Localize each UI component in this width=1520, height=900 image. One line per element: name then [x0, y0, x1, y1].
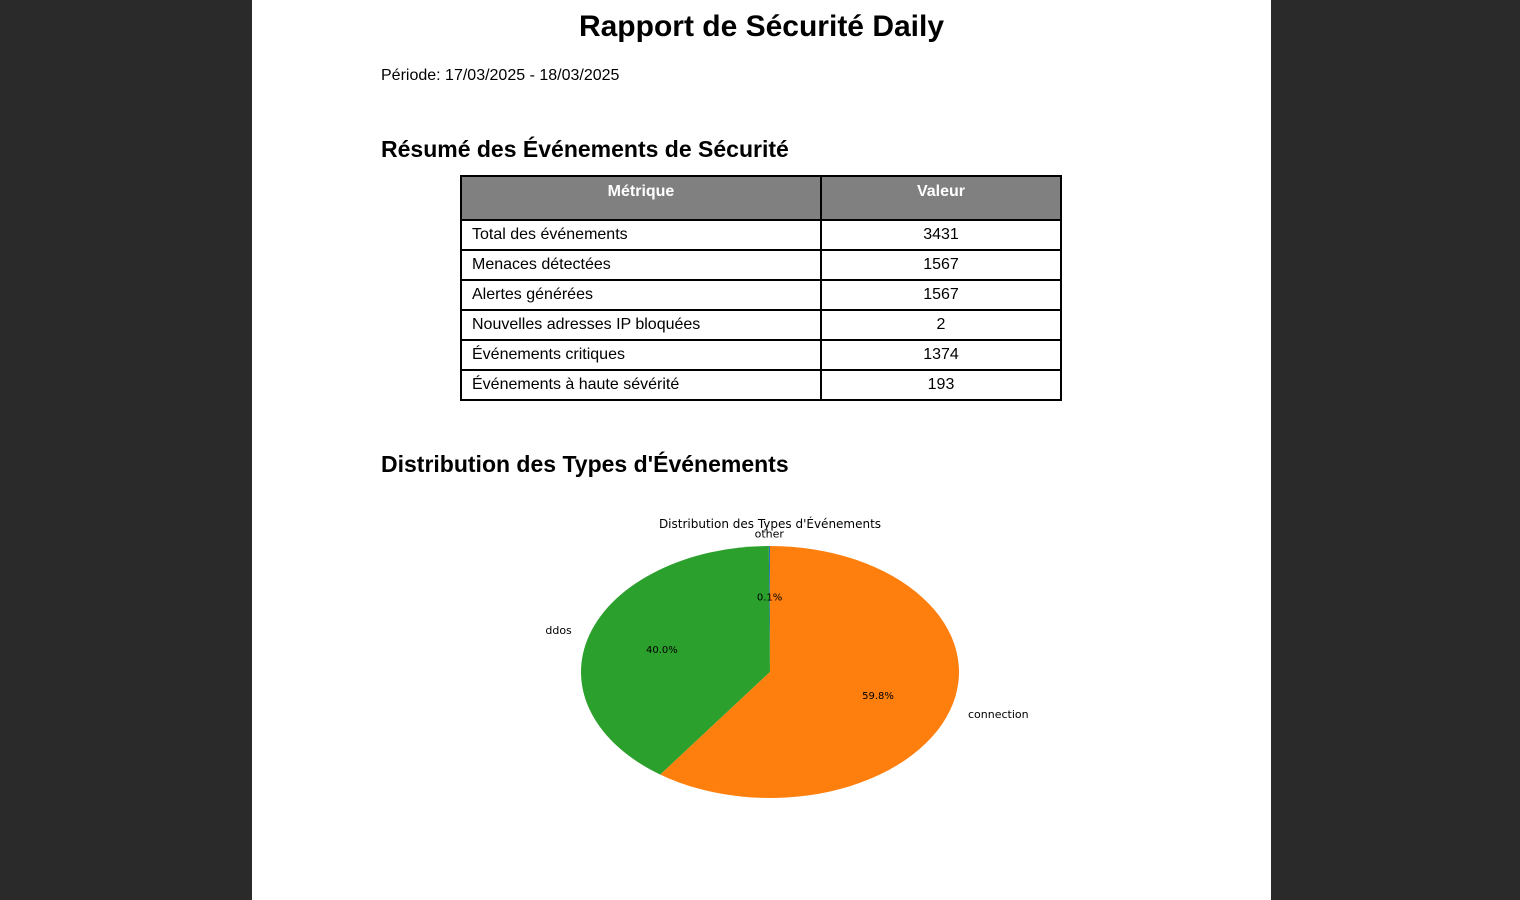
table-row: Nouvelles adresses IP bloquées 2: [461, 310, 1061, 340]
table-row: Menaces détectées 1567: [461, 250, 1061, 280]
distribution-heading: Distribution des Types d'Événements: [381, 451, 789, 478]
metric-cell: Total des événements: [461, 220, 821, 250]
metric-cell: Événements à haute sévérité: [461, 370, 821, 400]
value-cell: 1374: [821, 340, 1061, 370]
metric-cell: Alertes générées: [461, 280, 821, 310]
value-cell: 2: [821, 310, 1061, 340]
table-row: Événements critiques 1374: [461, 340, 1061, 370]
table-row: Total des événements 3431: [461, 220, 1061, 250]
table-header-row: Métrique Valeur: [461, 176, 1061, 220]
summary-heading: Résumé des Événements de Sécurité: [381, 136, 789, 163]
report-period: Période: 17/03/2025 - 18/03/2025: [381, 67, 619, 85]
metrics-table: Métrique Valeur Total des événements 343…: [460, 175, 1062, 401]
header-value: Valeur: [821, 176, 1061, 220]
table-row: Événements à haute sévérité 193: [461, 370, 1061, 400]
pie-label-other: other: [755, 527, 785, 540]
header-metric: Métrique: [461, 176, 821, 220]
pie-label-connection: connection: [968, 708, 1029, 721]
table-row: Alertes générées 1567: [461, 280, 1061, 310]
report-title: Rapport de Sécurité Daily: [252, 10, 1271, 44]
metric-cell: Nouvelles adresses IP bloquées: [461, 310, 821, 340]
value-cell: 193: [821, 370, 1061, 400]
period-value: 17/03/2025 - 18/03/2025: [445, 67, 619, 84]
value-cell: 1567: [821, 250, 1061, 280]
report-page: Rapport de Sécurité Daily Période: 17/03…: [252, 0, 1271, 900]
pie-percent-ddos: 40.0%: [646, 645, 678, 656]
value-cell: 3431: [821, 220, 1061, 250]
pie-percent-other: 0.1%: [757, 592, 782, 603]
metric-cell: Événements critiques: [461, 340, 821, 370]
period-label: Période:: [381, 67, 441, 84]
metric-cell: Menaces détectées: [461, 250, 821, 280]
value-cell: 1567: [821, 280, 1061, 310]
pie-chart: Distribution des Types d'Événements othe…: [480, 510, 1060, 810]
pie-percent-connection: 59.8%: [862, 691, 894, 702]
pie-chart-svg: Distribution des Types d'Événements othe…: [480, 510, 1060, 810]
pie-label-ddos: ddos: [545, 624, 572, 637]
